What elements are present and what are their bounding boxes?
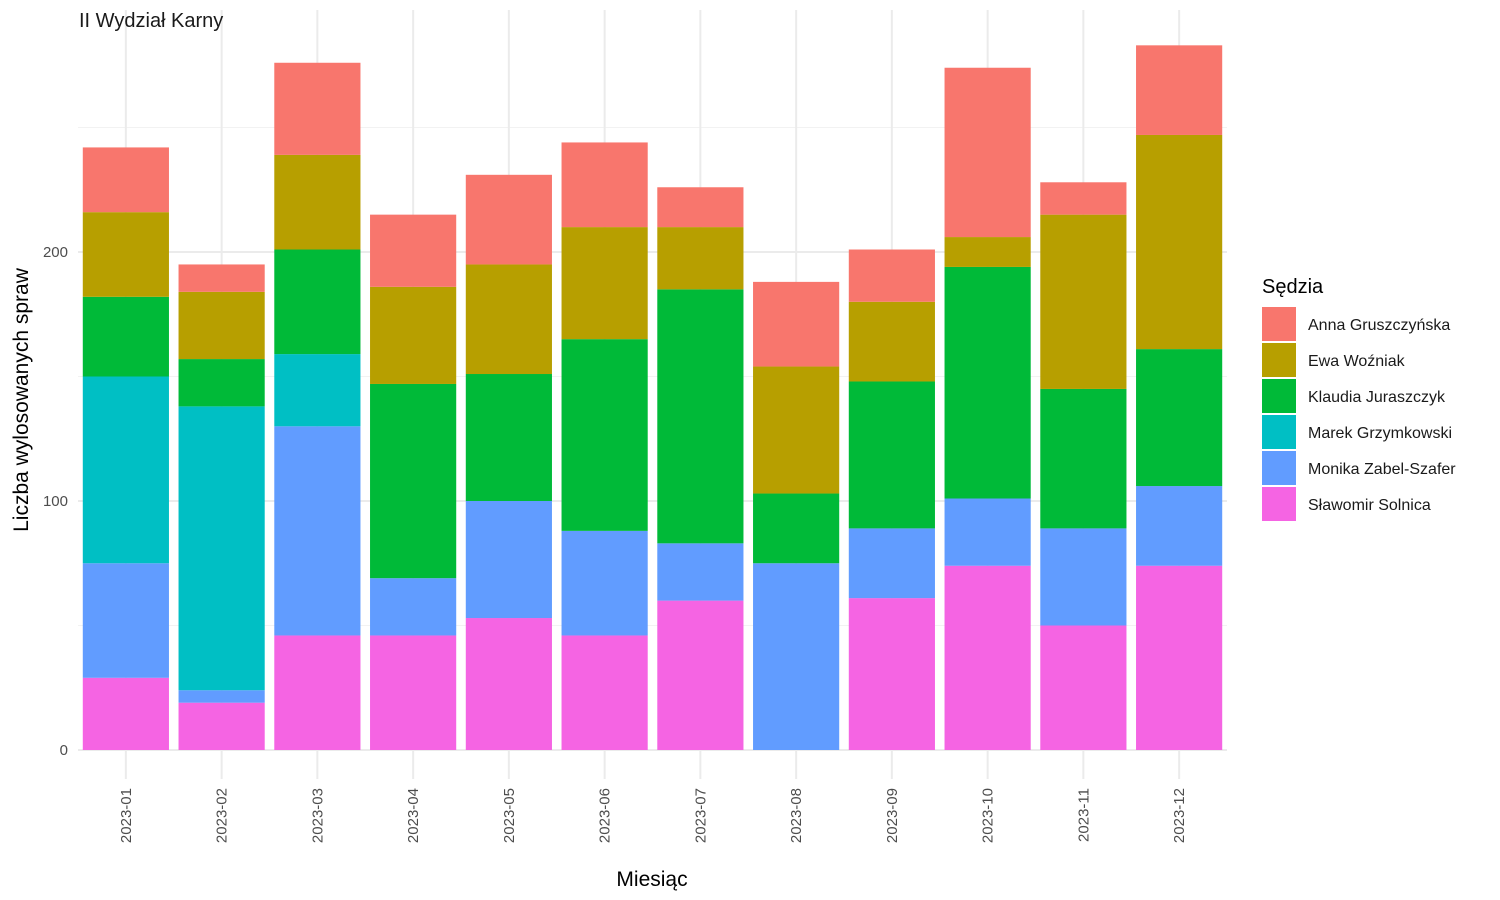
bar-segment bbox=[1040, 388, 1127, 529]
bar-segment bbox=[370, 383, 457, 579]
legend-key bbox=[1262, 415, 1296, 449]
bar-segment bbox=[848, 598, 935, 750]
x-axis-ticks: 2023-01 2023-02 2023-03 2023-04 2023-05 2023-… bbox=[118, 788, 1188, 843]
bar-segment bbox=[657, 187, 744, 228]
bar-segment bbox=[178, 702, 265, 750]
y-tick-label: 200 bbox=[43, 244, 68, 261]
legend-label: Marek Grzymkowski bbox=[1308, 425, 1452, 442]
bar-segment bbox=[178, 406, 265, 691]
bar-segment bbox=[82, 296, 169, 377]
bar-segment bbox=[848, 381, 935, 529]
bar-segment bbox=[274, 426, 361, 636]
bar-segment bbox=[82, 147, 169, 213]
legend-key bbox=[1262, 307, 1296, 341]
legend-label: Anna Gruszczyńska bbox=[1308, 317, 1450, 334]
bar-segment bbox=[82, 563, 169, 678]
bar-segment bbox=[82, 677, 169, 750]
bar-segment bbox=[944, 565, 1031, 750]
bar-segment bbox=[370, 214, 457, 287]
legend-label: Ewa Woźniak bbox=[1308, 353, 1406, 370]
x-tick-label: 2023-11 bbox=[1075, 788, 1092, 842]
bar-segment bbox=[1136, 45, 1223, 135]
bar-segment bbox=[370, 578, 457, 636]
x-tick-label: 2023-02 bbox=[214, 788, 231, 843]
bar-segment bbox=[274, 635, 361, 750]
legend-key bbox=[1262, 343, 1296, 377]
bar-segment bbox=[944, 67, 1031, 238]
bar-segment bbox=[657, 227, 744, 290]
legend-key bbox=[1262, 487, 1296, 521]
bar-segment bbox=[561, 142, 648, 228]
bar-segment bbox=[465, 618, 552, 750]
bar-segment bbox=[274, 354, 361, 427]
x-tick-label: 2023-04 bbox=[405, 788, 422, 843]
bar-segment bbox=[657, 543, 744, 601]
x-axis-title: Miesiąc bbox=[616, 868, 687, 891]
legend-key bbox=[1262, 451, 1296, 485]
bar-segment bbox=[1040, 182, 1127, 215]
bars bbox=[82, 45, 1223, 750]
bar-segment bbox=[178, 291, 265, 360]
y-tick-label: 100 bbox=[43, 493, 68, 510]
bar-segment bbox=[944, 237, 1031, 267]
legend-label: Sławomir Solnica bbox=[1308, 497, 1431, 514]
legend: Sędzia Anna Gruszczyńska Ewa Woźniak Klaud… bbox=[1262, 276, 1456, 521]
x-tick-label: 2023-01 bbox=[118, 788, 135, 843]
y-axis-ticks: 0 100 200 bbox=[43, 244, 68, 759]
bar-segment bbox=[465, 174, 552, 265]
legend-label: Monika Zabel-Szafer bbox=[1308, 461, 1456, 478]
bar-segment bbox=[1136, 486, 1223, 566]
x-tick-label: 2023-07 bbox=[692, 788, 709, 843]
y-tick-label: 0 bbox=[60, 742, 68, 759]
legend-key bbox=[1262, 379, 1296, 413]
bar-segment bbox=[1136, 134, 1223, 350]
bar-segment bbox=[561, 530, 648, 636]
facet-title: II Wydział Karny bbox=[79, 10, 223, 32]
bar-segment bbox=[753, 493, 840, 564]
bar-segment bbox=[178, 359, 265, 407]
bar-segment bbox=[82, 212, 169, 297]
bar-segment bbox=[1136, 565, 1223, 750]
legend-label: Klaudia Juraszczyk bbox=[1308, 389, 1446, 406]
bar-segment bbox=[465, 501, 552, 619]
bar-segment bbox=[753, 366, 840, 494]
bar-segment bbox=[370, 286, 457, 384]
bar-segment bbox=[370, 635, 457, 750]
bar-segment bbox=[848, 249, 935, 302]
bar-segment bbox=[944, 498, 1031, 566]
x-tick-label: 2023-06 bbox=[597, 788, 614, 843]
bar-segment bbox=[753, 281, 840, 367]
bar-segment bbox=[1136, 349, 1223, 487]
bar-segment bbox=[465, 264, 552, 375]
x-tick-label: 2023-08 bbox=[788, 788, 805, 843]
x-tick-label: 2023-03 bbox=[309, 788, 326, 843]
bar-segment bbox=[848, 301, 935, 382]
bar-segment bbox=[178, 264, 265, 292]
bar-segment bbox=[82, 376, 169, 564]
bar-segment bbox=[274, 249, 361, 355]
bar-segment bbox=[178, 690, 265, 703]
y-axis-title: Liczba wylosowanych spraw bbox=[10, 267, 33, 532]
x-tick-label: 2023-05 bbox=[501, 788, 518, 843]
bar-segment bbox=[944, 266, 1031, 499]
bar-segment bbox=[274, 62, 361, 155]
legend-title: Sędzia bbox=[1262, 276, 1324, 298]
bar-segment bbox=[561, 635, 648, 750]
bar-segment bbox=[1040, 625, 1127, 750]
bar-segment bbox=[465, 374, 552, 501]
bar-segment bbox=[657, 289, 744, 544]
bar-segment bbox=[753, 563, 840, 750]
bar-segment bbox=[848, 528, 935, 599]
bar-segment bbox=[1040, 528, 1127, 626]
bar-segment bbox=[1040, 214, 1127, 389]
x-tick-label: 2023-09 bbox=[884, 788, 901, 843]
bar-segment bbox=[657, 600, 744, 750]
bar-segment bbox=[561, 339, 648, 531]
x-tick-label: 2023-12 bbox=[1171, 788, 1188, 843]
bar-segment bbox=[274, 154, 361, 250]
x-tick-label: 2023-10 bbox=[980, 788, 997, 843]
bar-segment bbox=[561, 227, 648, 340]
